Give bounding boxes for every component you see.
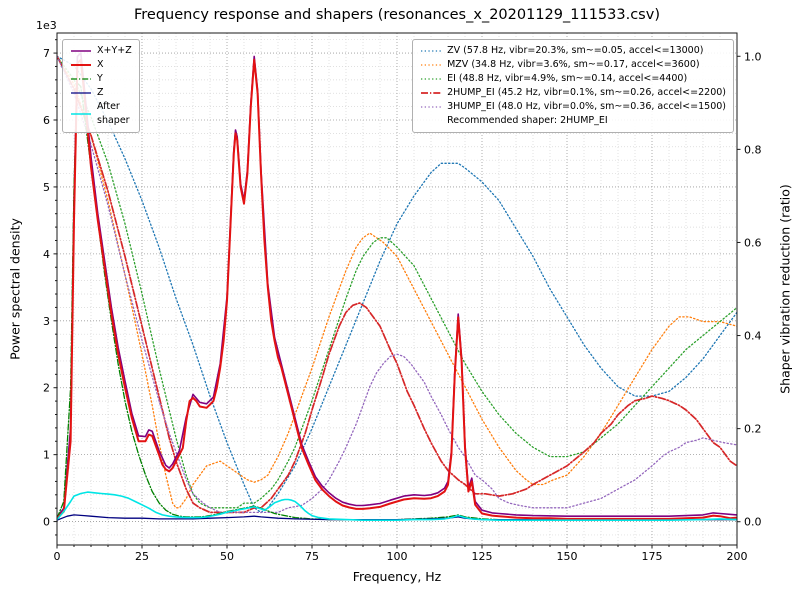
legend-item-label: Z (97, 87, 104, 98)
x-tick-label: 50 (220, 550, 234, 563)
y-left-tick-label: 5 (43, 181, 50, 194)
legend-item: After shaper (70, 100, 132, 128)
x-tick-label: 150 (557, 550, 578, 563)
legend-item: 3HUMP_EI (48.0 Hz, vibr=0.0%, sm~=0.36, … (420, 100, 726, 114)
series-line-mzv (57, 55, 737, 509)
x-tick-label: 25 (135, 550, 149, 563)
legend-line-swatch (421, 92, 442, 94)
x-tick-label: 100 (387, 550, 408, 563)
tick-labels: 0 25 50 75 100 125 150 175 200 0 1 2 3 4 5 6 7 0.0 0.2 0.4 0… (43, 47, 762, 563)
legend-item: X+Y+Z (70, 44, 132, 58)
y-left-tick-label: 3 (43, 315, 50, 328)
legend-item: Z (70, 86, 132, 100)
legend-line-swatch (71, 92, 91, 94)
series-line-2hump_ei (57, 55, 737, 514)
y-left-tick-label: 7 (43, 47, 50, 60)
legend-item-label: 2HUMP_EI (45.2 Hz, vibr=0.1%, sm~=0.26, … (447, 87, 726, 98)
legend-line-swatch (421, 106, 442, 108)
y-right-tick-label: 0.6 (744, 236, 762, 249)
y-left-tick-label: 6 (43, 114, 50, 127)
x-tick-label: 200 (727, 550, 748, 563)
series-line-zv (57, 55, 737, 514)
tick-marks (53, 39, 741, 549)
y-left-tick-label: 2 (43, 382, 50, 395)
y-right-tick-label: 1.0 (744, 50, 762, 63)
x-tick-label: 125 (472, 550, 493, 563)
x-tick-label: 175 (642, 550, 663, 563)
y-axis-offset-label: 1e3 (36, 19, 57, 32)
legend-line-swatch (71, 78, 91, 80)
x-axis-label: Frequency, Hz (352, 569, 442, 584)
legend-item: ZV (57.8 Hz, vibr=20.3%, sm~=0.05, accel… (420, 44, 726, 58)
legend-line-swatch (71, 113, 91, 115)
legend-item-label: EI (48.8 Hz, vibr=4.9%, sm~=0.14, accel<… (447, 73, 688, 84)
y-left-tick-label: 4 (43, 248, 50, 261)
legend-item-label: Y (97, 73, 103, 84)
legend-line-swatch (421, 64, 442, 66)
y-axis-label-left: Power spectral density (7, 218, 23, 360)
series-line-after-shaper (57, 491, 737, 522)
y-right-tick-label: 0.0 (744, 516, 762, 529)
legend-shapers: ZV (57.8 Hz, vibr=20.3%, sm~=0.05, accel… (412, 39, 734, 133)
x-tick-label: 0 (54, 550, 61, 563)
legend-line-swatch (71, 64, 91, 66)
chart-title: Frequency response and shapers (resonanc… (134, 7, 660, 23)
y-left-tick-label: 0 (43, 516, 50, 529)
y-axis-label-right: Shaper vibration reduction (ratio) (777, 184, 793, 394)
legend-item-label: After shaper (97, 101, 130, 126)
legend-note: Recommended shaper: 2HUMP_EI (447, 115, 608, 126)
legend-item: Y (70, 72, 132, 86)
major-grid (56, 33, 738, 545)
y-left-tick-label: 1 (43, 449, 50, 462)
series-group (57, 52, 737, 522)
legend-item: MZV (34.8 Hz, vibr=3.6%, sm~=0.17, accel… (420, 58, 726, 72)
y-right-tick-label: 0.2 (744, 423, 762, 436)
legend-item-label: 3HUMP_EI (48.0 Hz, vibr=0.0%, sm~=0.36, … (447, 101, 726, 112)
legend-line-swatch (71, 50, 91, 52)
legend-item-label: X+Y+Z (97, 45, 132, 56)
y-right-tick-label: 0.8 (744, 143, 762, 156)
legend-line-swatch (421, 50, 442, 52)
legend-item-label: MZV (34.8 Hz, vibr=3.6%, sm~=0.17, accel… (447, 59, 700, 70)
series-line-x (57, 58, 737, 520)
legend-item: 2HUMP_EI (45.2 Hz, vibr=0.1%, sm~=0.26, … (420, 86, 726, 100)
legend-psd: X+Y+Z X Y Z After shaper (62, 39, 140, 133)
legend-item-label: X (97, 59, 104, 70)
y-right-tick-label: 0.4 (744, 330, 762, 343)
legend-line-swatch (421, 78, 442, 80)
legend-item-label: ZV (57.8 Hz, vibr=20.3%, sm~=0.05, accel… (447, 45, 704, 56)
series-line-3hump_ei (57, 55, 737, 514)
x-tick-label: 75 (305, 550, 319, 563)
legend-item: X (70, 58, 132, 72)
legend-item: EI (48.8 Hz, vibr=4.9%, sm~=0.14, accel<… (420, 72, 726, 86)
